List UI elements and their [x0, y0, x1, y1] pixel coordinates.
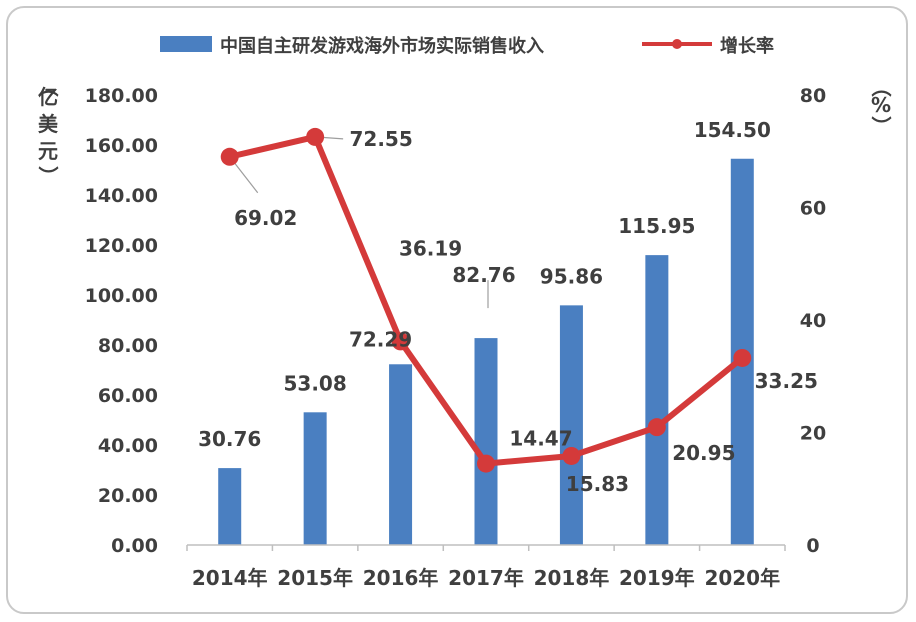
line-label-2018年: 15.83 [566, 472, 629, 496]
line-label-2019年: 20.95 [672, 441, 735, 465]
bar-label-2020年: 154.50 [694, 118, 771, 142]
bar-2015年 [303, 412, 327, 545]
x-axis [186, 544, 786, 551]
line-label-2020年: 33.25 [755, 369, 818, 393]
left-unit-char-0: （ [36, 77, 60, 97]
left-axis-unit: （ 亿 美 元 ） [36, 77, 60, 186]
right-tick-label: 80 [800, 85, 826, 107]
bar-label-2018年: 95.86 [540, 264, 603, 288]
legend-bar-swatch [160, 36, 212, 52]
right-unit-char-2: ） [869, 116, 893, 136]
legend-line-marker [672, 39, 682, 49]
bar-2018年 [559, 305, 583, 545]
bar-label-2014年: 30.76 [198, 427, 261, 451]
bar-2014年 [218, 468, 242, 545]
line-marker-2016年 [391, 332, 410, 351]
legend-bar-label: 中国自主研发游戏海外市场实际销售收入 [220, 35, 544, 57]
x-tick-label-2018年: 2018年 [534, 566, 610, 590]
left-tick-label: 40.00 [98, 435, 158, 457]
x-tick-labels: 2014年 2015年 2016年 2017年 2018年 2019年 2020年 [192, 566, 780, 590]
bar-label-2017年: 82.76 [452, 263, 515, 287]
line-label-2016年: 36.19 [399, 236, 462, 260]
left-tick-label: 120.00 [85, 235, 158, 257]
legend-line-label: 增长率 [720, 35, 774, 57]
left-tick-label: 160.00 [85, 135, 158, 157]
line-marker-2020年 [733, 348, 752, 367]
line-data-labels: 69.02 72.55 36.19 14.47 15.83 20.95 33.25 [234, 127, 818, 496]
line-marker-2014年 [220, 147, 239, 166]
bar-label-2016年: 72.29 [349, 327, 412, 351]
right-tick-label: 60 [800, 198, 826, 220]
left-tick-label: 80.00 [98, 335, 158, 357]
x-tick-label-2015年: 2015年 [277, 566, 353, 590]
left-tick-label: 180.00 [85, 85, 158, 107]
line-label-2015年: 72.55 [350, 127, 413, 151]
x-tick-label-2020年: 2020年 [704, 566, 780, 590]
x-tick-label-2017年: 2017年 [448, 566, 524, 590]
right-unit-char-0: （ [869, 77, 893, 97]
bar-label-2015年: 53.08 [284, 371, 347, 395]
left-tick-label: 140.00 [85, 185, 158, 207]
bar-2019年 [645, 255, 669, 545]
bar-2017年 [474, 338, 498, 545]
left-unit-char-1: 亿 [38, 85, 58, 109]
bar-label-2019年: 115.95 [618, 214, 695, 238]
x-tick-label-2014年: 2014年 [192, 566, 268, 590]
left-tick-label: 60.00 [98, 385, 158, 407]
left-unit-char-3: 元 [38, 139, 58, 163]
right-axis-ticks: 0 20 40 60 80 [800, 85, 826, 557]
left-unit-char-4: ） [36, 166, 60, 186]
left-tick-label: 20.00 [98, 485, 158, 507]
right-tick-label: 40 [800, 310, 826, 332]
x-tick-label-2019年: 2019年 [619, 566, 695, 590]
right-unit-char-1: % [871, 93, 891, 117]
bar-series [218, 158, 754, 545]
bar-2016年 [389, 364, 413, 545]
chart-frame [6, 6, 908, 614]
right-tick-label: 0 [806, 535, 819, 557]
line-marker-2015年 [306, 127, 325, 146]
left-unit-char-2: 美 [38, 112, 59, 136]
legend: 中国自主研发游戏海外市场实际销售收入 增长率 [160, 35, 774, 57]
left-axis-ticks: 0.00 20.00 40.00 60.00 80.00 100.00 120.00 140.… [85, 85, 158, 557]
line-marker-2017年 [477, 454, 495, 473]
left-tick-label: 0.00 [111, 535, 158, 557]
line-label-2017年: 14.47 [509, 427, 572, 451]
line-marker-2019年 [647, 418, 666, 437]
right-tick-label: 20 [800, 423, 826, 445]
right-axis-unit: （ % ） [869, 77, 893, 136]
line-marker-2018年 [562, 446, 581, 465]
line-series [220, 127, 752, 473]
left-tick-label: 100.00 [85, 285, 158, 307]
line-label-2014年: 69.02 [234, 206, 297, 230]
x-tick-label-2016年: 2016年 [363, 566, 439, 590]
